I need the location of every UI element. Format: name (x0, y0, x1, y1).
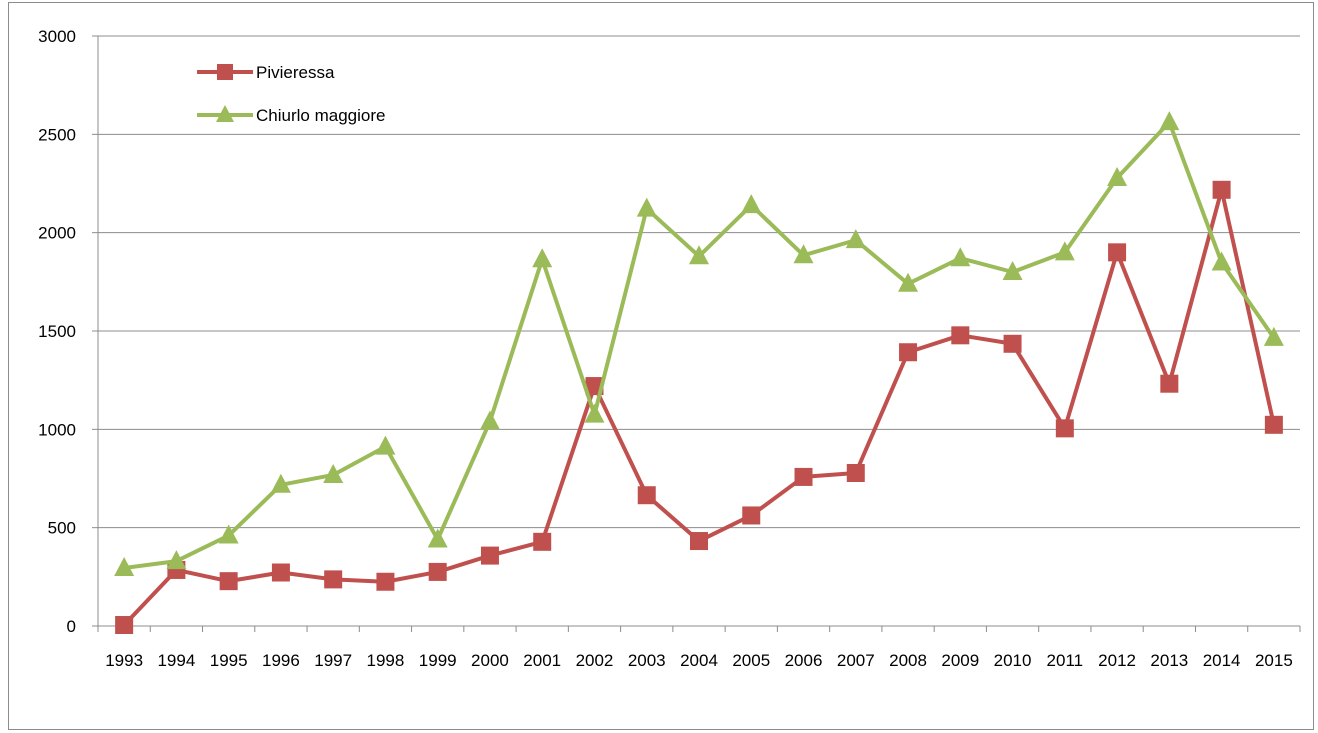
legend-label-chiurlo-maggiore: Chiurlo maggiore (256, 106, 385, 125)
data-point-chiurlo-maggiore-1993 (114, 556, 135, 576)
data-point-chiurlo-maggiore-2014 (1211, 251, 1232, 271)
y-tick-label-2000: 2000 (38, 224, 76, 243)
y-axis-tick-labels: 0 500 1000 1500 2000 2500 3000 (38, 27, 76, 636)
data-point-chiurlo-maggiore-2005 (741, 194, 762, 214)
data-point-pivieressa-2013 (1160, 374, 1179, 393)
x-tick-label-2004: 2004 (680, 651, 718, 670)
data-point-pivieressa-1998 (376, 572, 395, 591)
legend-marker-chiurlo-maggiore (216, 105, 234, 122)
data-point-chiurlo-maggiore-1998 (375, 435, 396, 455)
x-tick-label-1997: 1997 (314, 651, 352, 670)
x-tick-label-1995: 1995 (210, 651, 248, 670)
data-point-chiurlo-maggiore-1994 (166, 550, 187, 570)
x-tick-label-1994: 1994 (157, 651, 195, 670)
data-point-pivieressa-1993 (115, 616, 134, 635)
y-tick-label-1000: 1000 (38, 420, 76, 439)
data-point-chiurlo-maggiore-2009 (950, 247, 971, 267)
data-point-pivieressa-2006 (794, 467, 813, 486)
x-tick-label-2015: 2015 (1255, 651, 1293, 670)
data-point-pivieressa-1999 (428, 562, 447, 581)
chart-frame (8, 2, 1314, 730)
y-tick-label-2500: 2500 (38, 125, 76, 144)
data-point-chiurlo-maggiore-2007 (845, 229, 866, 249)
x-tick-label-2006: 2006 (785, 651, 823, 670)
x-tick-label-2003: 2003 (628, 651, 666, 670)
data-point-chiurlo-maggiore-1999 (427, 528, 448, 548)
series-chiurlo-maggiore (114, 111, 1284, 576)
data-point-pivieressa-2011 (1055, 419, 1074, 438)
x-tick-label-2011: 2011 (1047, 651, 1084, 670)
legend: Pivieressa Chiurlo maggiore (197, 63, 385, 125)
data-point-pivieressa-2009 (951, 326, 970, 345)
x-tick-label-1996: 1996 (262, 651, 300, 670)
series-line-chiurlo-maggiore (123, 120, 1276, 570)
data-point-chiurlo-maggiore-1996 (270, 473, 291, 493)
y-tick-label-1500: 1500 (38, 322, 76, 341)
data-point-pivieressa-2001 (533, 532, 552, 551)
gridlines (98, 35, 1300, 529)
x-tick-label-2014: 2014 (1203, 651, 1241, 670)
data-point-pivieressa-2007 (846, 463, 865, 482)
data-point-pivieressa-2008 (899, 343, 918, 362)
data-point-pivieressa-2004 (690, 532, 708, 551)
y-tick-label-3000: 3000 (38, 27, 76, 46)
legend-item-pivieressa: Pivieressa (197, 63, 335, 82)
axes (92, 35, 1301, 632)
data-point-chiurlo-maggiore-2013 (1159, 111, 1180, 131)
data-point-chiurlo-maggiore-2015 (1263, 326, 1284, 346)
x-tick-label-2012: 2012 (1098, 651, 1136, 670)
data-point-pivieressa-1996 (271, 563, 290, 582)
data-point-pivieressa-2010 (1003, 334, 1022, 353)
data-point-chiurlo-maggiore-2012 (1107, 166, 1128, 186)
data-point-chiurlo-maggiore-2004 (689, 245, 709, 265)
x-tick-label-1999: 1999 (419, 651, 457, 670)
x-tick-label-2001: 2001 (523, 651, 561, 670)
data-point-pivieressa-1995 (219, 572, 238, 591)
data-point-pivieressa-2012 (1108, 243, 1127, 262)
x-tick-label-2013: 2013 (1150, 651, 1188, 670)
x-tick-label-2009: 2009 (941, 651, 979, 670)
data-point-pivieressa-2003 (637, 486, 656, 505)
data-point-chiurlo-maggiore-2006 (793, 244, 814, 264)
x-tick-label-2002: 2002 (576, 651, 614, 670)
legend-label-pivieressa: Pivieressa (256, 63, 335, 82)
x-tick-label-1993: 1993 (105, 651, 143, 670)
data-point-pivieressa-2005 (742, 506, 761, 525)
data-point-chiurlo-maggiore-2003 (636, 197, 657, 217)
y-tick-label-500: 500 (48, 519, 76, 538)
data-point-chiurlo-maggiore-1997 (323, 463, 344, 483)
x-tick-label-2005: 2005 (732, 651, 770, 670)
x-axis-tick-labels: 1993 1994 1995 1996 1997 1998 1999 2000 2001 2002… (105, 651, 1293, 670)
x-tick-label-2007: 2007 (837, 651, 875, 670)
data-point-pivieressa-2014 (1212, 180, 1231, 199)
legend-marker-pivieressa (217, 64, 233, 80)
legend-item-chiurlo-maggiore: Chiurlo maggiore (197, 105, 385, 125)
data-point-pivieressa-2015 (1264, 415, 1283, 434)
data-point-chiurlo-maggiore-2008 (898, 272, 919, 292)
data-point-chiurlo-maggiore-2002 (584, 403, 605, 423)
data-point-pivieressa-1997 (324, 570, 343, 589)
data-point-chiurlo-maggiore-2001 (532, 248, 553, 268)
y-tick-label-0: 0 (67, 617, 76, 636)
x-tick-label-2008: 2008 (889, 651, 927, 670)
x-tick-label-2010: 2010 (994, 651, 1032, 670)
series (114, 111, 1284, 635)
x-tick-label-2000: 2000 (471, 651, 509, 670)
data-point-chiurlo-maggiore-2010 (1002, 261, 1023, 280)
data-point-chiurlo-maggiore-1995 (218, 524, 239, 544)
data-point-chiurlo-maggiore-2000 (479, 410, 500, 430)
data-point-pivieressa-2000 (480, 546, 499, 565)
data-point-chiurlo-maggiore-2011 (1054, 241, 1075, 261)
x-tick-label-1998: 1998 (367, 651, 405, 670)
